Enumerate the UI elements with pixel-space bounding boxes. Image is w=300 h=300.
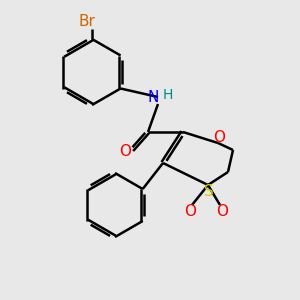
Text: O: O xyxy=(216,205,228,220)
Text: Br: Br xyxy=(79,14,95,28)
Text: O: O xyxy=(119,145,131,160)
Text: O: O xyxy=(213,130,225,145)
Text: O: O xyxy=(184,205,196,220)
Text: N: N xyxy=(147,89,159,104)
Text: S: S xyxy=(204,184,214,199)
Text: H: H xyxy=(163,88,173,102)
